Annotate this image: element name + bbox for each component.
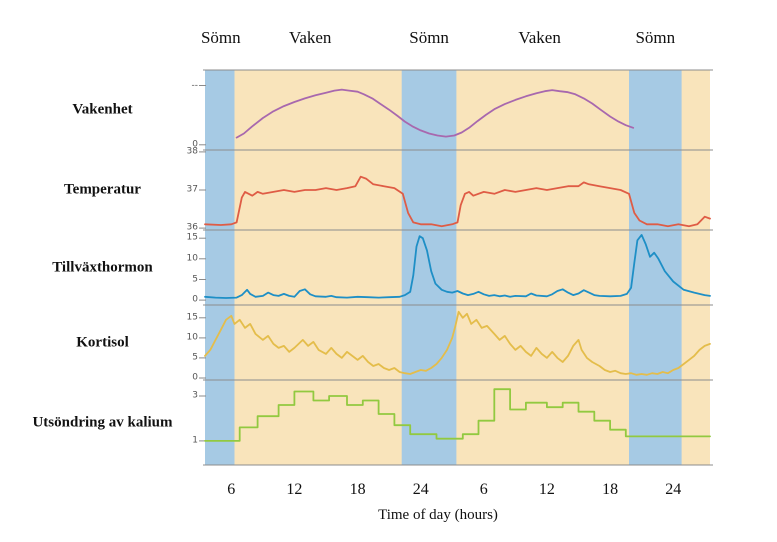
y-tick-label: 0 <box>192 372 198 383</box>
x-tick-label: 6 <box>479 481 488 498</box>
series-line-temperatur <box>204 175 711 228</box>
y-tick-label: 36 <box>186 222 198 233</box>
x-tick-label: 12 <box>538 481 555 498</box>
y-tick-label: 0 <box>192 294 198 305</box>
y-tick-label: 10 <box>186 253 198 264</box>
row-label-tillv-xthormon: Tillväxthormon <box>52 259 153 275</box>
x-tick-label: 24 <box>665 481 682 498</box>
phase-label: Vaken <box>518 28 561 47</box>
y-tick-label: 15 <box>186 312 198 323</box>
row-label-uts-ndring-av-kalium: Utsöndring av kalium <box>32 414 173 430</box>
x-tick-label: 6 <box>227 481 236 498</box>
y-tick-label: 38 <box>186 146 198 157</box>
y-tick-label: 0 <box>192 139 198 150</box>
x-tick-label: 24 <box>412 481 429 498</box>
series-line-kortisol <box>204 310 711 376</box>
sleep-band <box>205 70 235 465</box>
series-line-vakenhet <box>235 88 635 139</box>
x-tick-label: 12 <box>286 481 303 498</box>
row-label-temperatur: Temperatur <box>64 181 141 198</box>
wake-background <box>205 70 710 465</box>
y-tick-label: 37 <box>186 184 198 195</box>
sleep-band <box>401 70 457 465</box>
y-tick-label: 1 <box>192 435 198 446</box>
x-tick-label: 18 <box>349 481 366 498</box>
row-label-vakenhet: Vakenhet <box>72 101 133 118</box>
y-tick-label: 10 <box>186 332 198 343</box>
y-tick-label: 5 <box>192 274 198 284</box>
phase-label: Vaken <box>288 28 332 47</box>
phase-label: Sömn <box>200 28 241 47</box>
y-tick-label: 15 <box>186 232 198 243</box>
x-tick-label: 18 <box>602 481 619 498</box>
phase-label: Sömn <box>635 28 676 47</box>
y-tick-label: 5 <box>192 352 198 363</box>
row-label-kortisol: Kortisol <box>76 334 129 350</box>
series-line-tillv-xthormon <box>204 234 711 299</box>
y-tick-label: -- <box>191 80 199 90</box>
phase-label: Sömn <box>409 28 449 47</box>
x-axis-title: Time of day (hours) <box>378 507 498 523</box>
series-line-uts-ndring-av-kalium <box>204 388 711 442</box>
y-tick-label: 3 <box>192 390 198 401</box>
sleep-band <box>629 70 682 465</box>
